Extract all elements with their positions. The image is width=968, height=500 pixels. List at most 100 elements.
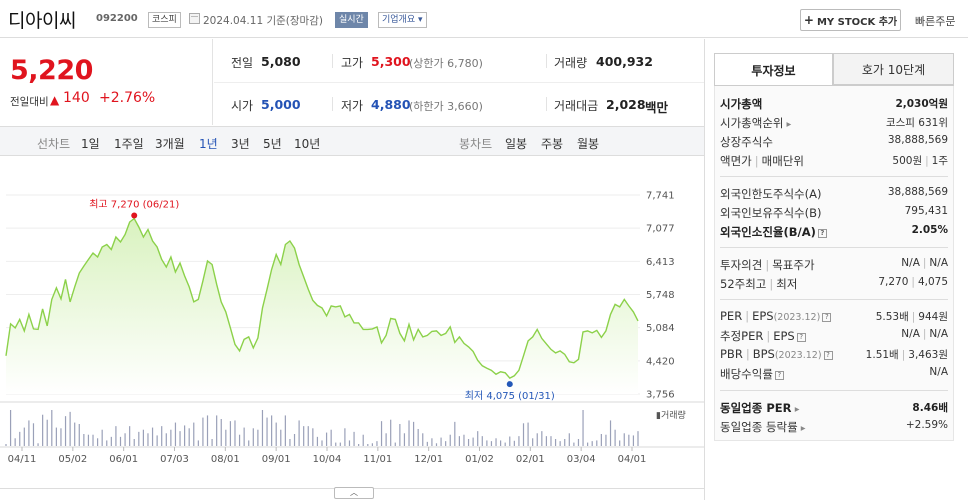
volume-bar — [106, 440, 108, 446]
low-label: 저가 — [341, 99, 364, 113]
period-weekly[interactable]: 주봉 — [541, 137, 564, 151]
quick-order-link[interactable]: 빠른주문 — [915, 15, 956, 28]
volume-bar — [5, 444, 7, 446]
realtime-button[interactable]: 실시간 — [335, 12, 368, 28]
x-tick-label: 10/04 — [313, 454, 342, 465]
period-10y[interactable]: 10년 — [294, 137, 321, 151]
market-cap-rank-label: 시가총액순위 ▸ — [720, 116, 792, 130]
volume-bar — [609, 420, 612, 446]
high-value: 5,300 — [371, 54, 411, 69]
period-1d[interactable]: 1일 — [81, 137, 100, 151]
help-icon[interactable]: ? — [822, 313, 832, 322]
foreign-limit-value: 38,888,569 — [887, 186, 948, 198]
opinion-row: 투자의견 | 목표주가 N/A | N/A — [720, 257, 948, 275]
volume-bar — [500, 440, 502, 446]
volume-bar — [78, 424, 80, 446]
y-tick-label: 6,413 — [646, 257, 675, 268]
max-label: 최고 7,270 (06/21) — [89, 199, 179, 211]
trade-amount-unit: 백만 — [645, 100, 669, 115]
industry-rate-label: 동일업종 등락률 ▸ — [720, 420, 806, 434]
volume-bar — [339, 442, 341, 446]
volume-bar — [486, 440, 488, 446]
trade-amount-value: 2,028 — [606, 97, 646, 112]
industry-per-value: 8.46배 — [912, 402, 948, 414]
industry-rate-value: +2.59% — [905, 419, 948, 431]
volume-bar — [554, 439, 557, 446]
volume-bar — [325, 432, 328, 446]
summary-separator — [332, 97, 333, 111]
volume-bar — [362, 434, 364, 446]
volume-bar — [541, 431, 543, 446]
volume-value: 400,932 — [596, 54, 653, 69]
help-icon[interactable]: ? — [817, 229, 827, 238]
volume-bar — [527, 422, 529, 446]
dividend-label: 배당수익률? — [720, 366, 784, 382]
volume-bar — [60, 428, 62, 446]
volume-bar — [335, 442, 337, 446]
volume-bar — [353, 431, 355, 446]
stock-code: 092200 — [96, 13, 138, 24]
collapse-chevron-icon[interactable]: ︿ — [334, 487, 374, 499]
volume-bar — [92, 434, 94, 446]
min-point — [506, 381, 513, 388]
volume-bar — [96, 438, 99, 446]
help-icon[interactable]: ? — [796, 333, 806, 342]
volume-bar — [271, 415, 273, 446]
period-daily[interactable]: 일봉 — [505, 137, 528, 151]
summary-separator — [546, 54, 547, 68]
face-value-value: 500원 | 1주 — [892, 155, 948, 167]
foreign-hold-row: 외국인보유주식수(B) 795,431 — [720, 205, 948, 223]
price-area — [6, 218, 638, 394]
volume-bar — [412, 421, 415, 446]
period-1w[interactable]: 1주일 — [114, 137, 144, 151]
volume-bar — [216, 415, 218, 446]
volume-bar — [321, 440, 323, 446]
volume-bar — [211, 439, 213, 446]
x-tick-label: 04/11 — [8, 454, 37, 465]
volume-bar — [174, 422, 177, 446]
y-tick-label: 7,077 — [646, 224, 675, 235]
x-tick-label: 02/01 — [516, 454, 545, 465]
help-icon[interactable]: ? — [823, 351, 833, 360]
period-5y[interactable]: 5년 — [263, 137, 282, 151]
volume-bar — [37, 443, 39, 446]
period-1y[interactable]: 1년 — [199, 137, 218, 151]
stock-header — [0, 0, 968, 38]
company-overview-dropdown[interactable]: 기업개요 ▾ — [378, 12, 427, 28]
week52-row: 52주최고 | 최저 7,270 | 4,075 — [720, 276, 948, 294]
period-3y[interactable]: 3년 — [231, 137, 250, 151]
price-chart[interactable]: 7,741 7,077 6,413 5,748 5,084 4,420 3,756 최고 7,… — [0, 157, 704, 495]
volume-bar — [151, 427, 154, 446]
help-icon[interactable]: ? — [774, 371, 784, 380]
dividend-value: N/A — [929, 366, 948, 378]
industry-rate-row: 동일업종 등락률 ▸ +2.59% — [720, 419, 948, 437]
period-monthly[interactable]: 월봉 — [577, 137, 600, 151]
volume-bar — [119, 436, 122, 446]
tab-investment-info[interactable]: 투자정보 — [714, 53, 833, 86]
volume-bar — [238, 434, 241, 446]
period-3m[interactable]: 3개월 — [155, 137, 185, 151]
volume-bar — [165, 433, 167, 446]
volume-bar — [408, 420, 410, 446]
est-per-label: 추정PER | EPS? — [720, 328, 806, 344]
volume-bar — [280, 429, 282, 446]
calendar-icon — [189, 13, 200, 24]
foreign-limit-label: 외국인한도주식수(A) — [720, 187, 822, 201]
volume-bar — [184, 425, 186, 446]
volume-bar — [463, 434, 465, 446]
volume-bar — [394, 442, 396, 446]
y-tick-label: 3,756 — [646, 390, 675, 401]
volume-bar — [495, 438, 497, 446]
volume-bar — [129, 426, 131, 446]
volume-bar — [426, 441, 428, 446]
change-rate: +2.76% — [99, 90, 156, 106]
volume-bar — [193, 422, 195, 446]
volume-bar — [115, 426, 117, 446]
volume-bar — [69, 411, 71, 446]
lower-limit: (하한가 3,660) — [409, 100, 483, 113]
x-tick-label: 09/01 — [262, 454, 291, 465]
add-mystock-button[interactable]: + MY STOCK 추가 — [800, 9, 901, 31]
volume-bar — [87, 434, 90, 446]
tab-quote-10[interactable]: 호가 10단계 — [833, 53, 954, 85]
volume-bar — [632, 435, 635, 446]
